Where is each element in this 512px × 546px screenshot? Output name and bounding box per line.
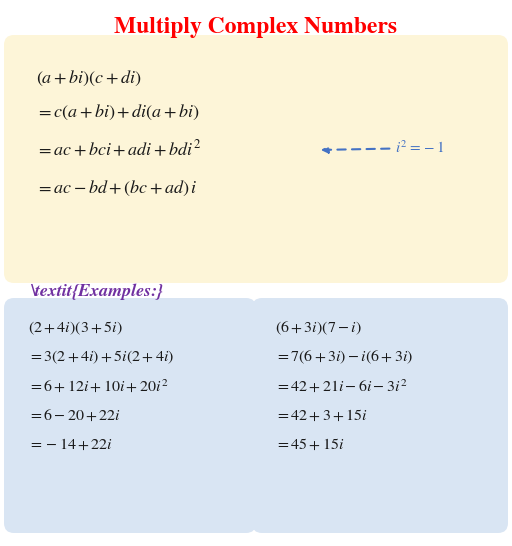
Text: Multiply Complex Numbers: Multiply Complex Numbers [115,17,397,39]
Text: $=7(6+3i)-i(6+3i)$: $=7(6+3i)-i(6+3i)$ [275,348,413,366]
Text: $=ac+bci+adi+bdi^{2}$: $=ac+bci+adi+bdi^{2}$ [36,140,201,160]
FancyBboxPatch shape [4,298,256,533]
Text: $=42+21i-6i-3i^{2}$: $=42+21i-6i-3i^{2}$ [275,378,408,394]
Text: \textit{Examples:}: \textit{Examples:} [30,284,163,300]
Text: $(a+bi)(c+di)$: $(a+bi)(c+di)$ [36,68,141,87]
Text: $=6+12i+10i+20i^{2}$: $=6+12i+10i+20i^{2}$ [28,378,168,394]
Text: $=3(2+4i)+5i(2+4i)$: $=3(2+4i)+5i(2+4i)$ [28,348,174,366]
Text: $(2+4i)(3+5i)$: $(2+4i)(3+5i)$ [28,319,122,337]
Text: $=42+3+15i$: $=42+3+15i$ [275,407,368,423]
Text: $=-14+22i$: $=-14+22i$ [28,436,113,452]
Text: $=6-20+22i$: $=6-20+22i$ [28,407,121,423]
Text: $=ac-bd+(bc+ad)\,i$: $=ac-bd+(bc+ad)\,i$ [36,179,197,198]
Text: $(6+3i)(7-i)$: $(6+3i)(7-i)$ [275,319,361,337]
Text: $=45+15i$: $=45+15i$ [275,436,345,452]
FancyBboxPatch shape [252,298,508,533]
FancyBboxPatch shape [4,35,508,283]
Text: $=c(a+bi)+di(a+bi)$: $=c(a+bi)+di(a+bi)$ [36,103,199,122]
Text: $i^{2}=-1$: $i^{2}=-1$ [323,140,444,156]
